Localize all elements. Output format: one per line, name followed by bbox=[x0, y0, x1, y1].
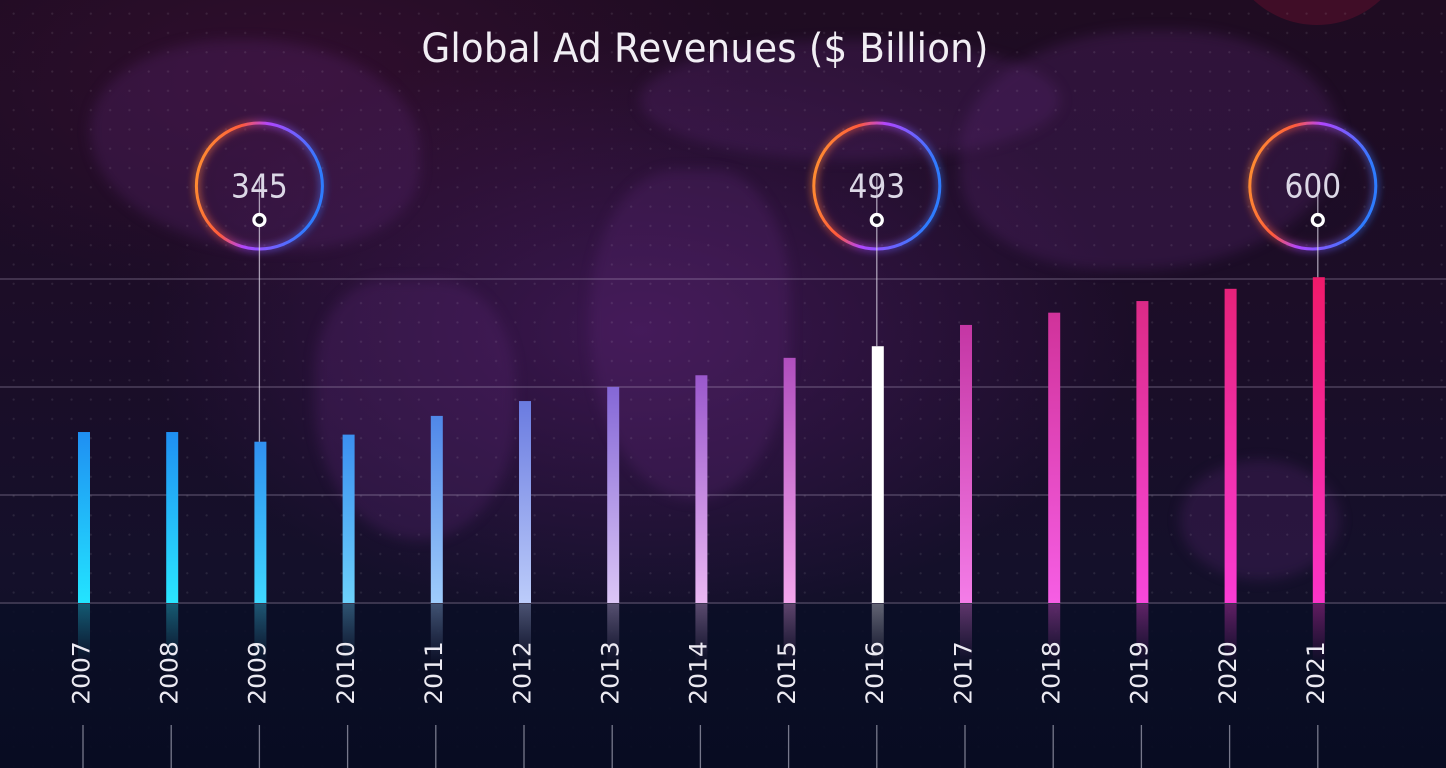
bar-reflection bbox=[342, 604, 355, 664]
bar-reflection bbox=[166, 604, 179, 664]
x-tick-label: 2012 bbox=[508, 641, 536, 705]
x-tick-label: 2018 bbox=[1037, 641, 1065, 705]
x-tick-label: 2015 bbox=[772, 641, 800, 705]
bar-2009 bbox=[254, 441, 267, 603]
bar-2012 bbox=[519, 401, 531, 603]
bar-2008 bbox=[166, 432, 179, 603]
bar-reflection bbox=[871, 604, 884, 664]
bar-2014 bbox=[695, 375, 708, 603]
bar-reflection bbox=[607, 604, 620, 664]
bar-2017 bbox=[960, 324, 972, 603]
callout-ring bbox=[1248, 121, 1378, 251]
callout-value-label: 600 bbox=[1284, 168, 1341, 206]
x-axis-ticks bbox=[82, 725, 1319, 768]
callout-value-label: 345 bbox=[231, 168, 288, 206]
callout-2021: 600 bbox=[1248, 121, 1378, 278]
bar-2016 bbox=[871, 346, 884, 603]
bar-2013 bbox=[607, 386, 620, 603]
callouts: 345 493 600 bbox=[194, 121, 1378, 442]
x-tick-label: 2007 bbox=[67, 641, 95, 705]
callout-marker bbox=[869, 212, 884, 228]
bar-2015 bbox=[783, 357, 796, 603]
x-tick-label: 2021 bbox=[1302, 641, 1330, 705]
bar-reflection bbox=[254, 604, 267, 664]
callout-2009: 345 bbox=[194, 121, 324, 442]
x-tick-label: 2011 bbox=[420, 641, 448, 705]
callout-value-label: 493 bbox=[848, 168, 905, 206]
bar-2019 bbox=[1136, 301, 1149, 603]
x-tick-label: 2010 bbox=[331, 641, 359, 705]
bar-reflection bbox=[1312, 604, 1325, 664]
bar-2011 bbox=[430, 415, 443, 603]
bar-reflection bbox=[1048, 604, 1061, 664]
bar-reflection bbox=[783, 604, 796, 664]
callout-ring-fill bbox=[1249, 123, 1376, 249]
bar-reflection bbox=[960, 604, 972, 664]
callout-marker bbox=[1310, 212, 1325, 228]
bar-reflection bbox=[78, 604, 90, 664]
bar-2018 bbox=[1048, 312, 1061, 603]
x-tick-label: 2009 bbox=[243, 641, 271, 705]
bar-reflection bbox=[695, 604, 708, 664]
bar-reflection bbox=[430, 604, 443, 664]
x-axis-labels: 2007 2008 2009 2010 2011 2012 2013 2014 2015 2016… bbox=[67, 641, 1330, 705]
bar-2020 bbox=[1224, 288, 1237, 603]
bar-reflection bbox=[519, 604, 531, 664]
bar-2021 bbox=[1312, 277, 1325, 603]
bar-reflection bbox=[1136, 604, 1149, 664]
x-tick-label: 2019 bbox=[1125, 641, 1153, 705]
x-tick-label: 2020 bbox=[1213, 641, 1241, 705]
callout-marker bbox=[252, 212, 267, 228]
bar-2007 bbox=[78, 432, 90, 603]
x-tick-label: 2014 bbox=[684, 641, 712, 705]
bar-reflection bbox=[1224, 604, 1237, 664]
x-tick-label: 2016 bbox=[861, 641, 889, 705]
callout-2016: 493 bbox=[812, 121, 942, 347]
x-tick-label: 2008 bbox=[155, 641, 183, 705]
bars bbox=[78, 277, 1325, 603]
bar-reflections bbox=[78, 604, 1325, 664]
chart-title: Global Ad Revenues ($ Billion) bbox=[421, 26, 989, 72]
x-tick-label: 2013 bbox=[596, 641, 624, 705]
gridlines bbox=[0, 278, 1446, 604]
axis-band bbox=[0, 604, 1446, 768]
x-tick-label: 2017 bbox=[949, 641, 977, 705]
bar-2010 bbox=[342, 434, 355, 603]
